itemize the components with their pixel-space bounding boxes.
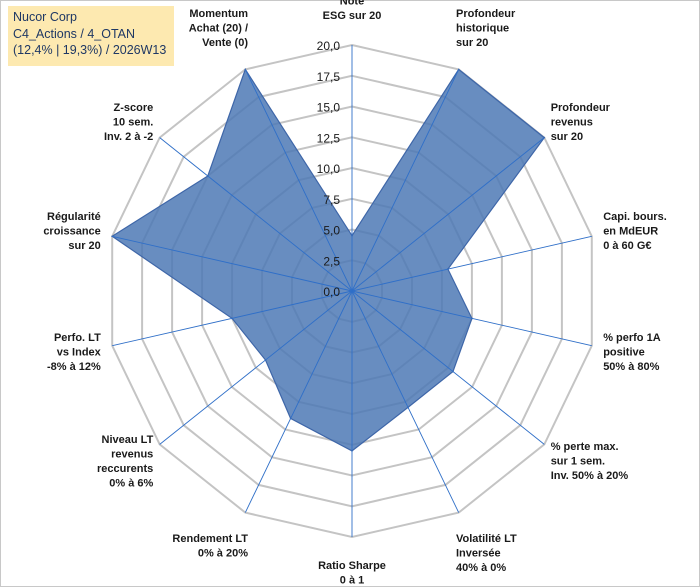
category-label-line: ESG sur 20 <box>323 10 382 22</box>
category-label-line: croissance <box>43 226 100 238</box>
tick-label: 17,5 <box>317 70 341 84</box>
category-label-line: Niveau LT <box>102 434 154 446</box>
tick-label: 7,5 <box>323 193 340 207</box>
category-label: Perfo. LT vs Index -8% à 12% <box>47 332 102 373</box>
category-label-line: vs Index <box>57 347 102 359</box>
category-label-line: 50% à 80% <box>603 361 659 373</box>
category-label-line: 0% à 6% <box>109 477 153 489</box>
category-label: Volatilité LT Inversée 40% à 0% <box>456 533 517 574</box>
title-portfolio: C4_Actions / 4_OTAN <box>13 26 136 41</box>
category-label: Rendement LT 0% à 20% <box>172 533 248 560</box>
category-label-line: sur 20 <box>456 37 488 49</box>
chart-title-box: Nucor Corp C4_Actions / 4_OTAN (12,4% | … <box>8 6 174 66</box>
tick-label: 0,0 <box>323 285 340 299</box>
spoke-line <box>351 235 592 292</box>
category-label-line: Régularité <box>47 211 101 223</box>
category-label-line: 0 à 60 G€ <box>603 240 651 252</box>
category-label: Z-score 10 sem. Inv. 2 à -2 <box>104 102 153 143</box>
category-label-line: en MdEUR <box>603 226 658 238</box>
tick-label: 12,5 <box>317 131 341 145</box>
spoke-line <box>351 290 460 513</box>
category-label-line: reccurents <box>97 463 153 475</box>
category-label-line: revenus <box>111 448 153 460</box>
category-label-line: Volatilité LT <box>456 533 517 545</box>
category-label: % perfo 1A positive 50% à 80% <box>603 332 661 373</box>
category-label-line: Profondeur <box>456 8 516 20</box>
category-labels: Note ESG sur 20 Profondeur historique sur 20… <box>43 0 666 587</box>
spoke-line <box>159 137 353 292</box>
category-label-line: sur 20 <box>551 131 583 143</box>
spoke-line <box>351 137 545 292</box>
category-label-line: Capi. bours. <box>603 211 667 223</box>
category-label: Profondeur revenus sur 20 <box>551 102 611 143</box>
category-label-line: 0 à 1 <box>340 575 364 587</box>
tick-label: 20,0 <box>317 39 341 53</box>
category-label-line: Inv. 50% à 20% <box>551 470 629 482</box>
tick-label: 5,0 <box>323 224 340 238</box>
spoke-line <box>351 290 592 347</box>
category-label-line: % perte max. <box>551 441 619 453</box>
radial-ticks: 0,0 2,5 5,0 7,5 10,0 12,5 15,0 17,5 20,0 <box>317 39 341 299</box>
category-label: Note ESG sur 20 <box>323 0 382 22</box>
category-label: Profondeur historique sur 20 <box>456 8 516 49</box>
category-label-line: Achat (20) / <box>189 22 248 34</box>
spoke-line <box>351 290 545 445</box>
category-label-line: historique <box>456 22 509 34</box>
category-label-line: Vente (0) <box>202 37 248 49</box>
spoke-line <box>112 235 353 292</box>
category-label-line: Momentum <box>189 8 248 20</box>
category-label-line: Profondeur <box>551 102 611 114</box>
tick-label: 10,0 <box>317 162 341 176</box>
category-label: Ratio Sharpe 0 à 1 <box>318 560 386 587</box>
spoke-line <box>159 290 353 445</box>
title-company: Nucor Corp <box>13 10 77 24</box>
title-stats: (12,4% | 19,3%) / 2026W13 <box>13 43 167 57</box>
category-label-line: sur 20 <box>68 240 100 252</box>
tick-label: 2,5 <box>323 254 340 268</box>
category-label-line: % perfo 1A <box>603 332 661 344</box>
category-label-line: Inversée <box>456 548 501 560</box>
tick-label: 15,0 <box>317 101 341 115</box>
category-label-line: positive <box>603 347 645 359</box>
category-label-line: Ratio Sharpe <box>318 560 386 572</box>
category-label-line: revenus <box>551 116 593 128</box>
spoke-line <box>244 69 353 292</box>
category-label-line: Note <box>340 0 364 8</box>
category-label-line: 10 sem. <box>113 116 153 128</box>
category-label-line: sur 1 sem. <box>551 456 605 468</box>
category-label-line: Z-score <box>114 102 154 114</box>
spoke-line <box>351 69 460 292</box>
category-label-line: Perfo. LT <box>54 332 101 344</box>
category-label: Régularité croissance sur 20 <box>43 211 100 252</box>
category-label: % perte max. sur 1 sem. Inv. 50% à 20% <box>551 441 629 482</box>
spoke-line <box>112 290 353 347</box>
spoke-line <box>244 290 353 513</box>
category-label-line: Rendement LT <box>172 533 248 545</box>
category-label-line: -8% à 12% <box>47 361 101 373</box>
category-label-line: 0% à 20% <box>198 548 248 560</box>
category-label-line: 40% à 0% <box>456 562 506 574</box>
radar-spokes <box>112 45 592 537</box>
category-label-line: Inv. 2 à -2 <box>104 131 153 143</box>
category-label: Niveau LT revenus reccurents 0% à 6% <box>97 434 154 490</box>
category-label: Momentum Achat (20) / Vente (0) <box>189 8 249 49</box>
category-label: Capi. bours. en MdEUR 0 à 60 G€ <box>603 211 667 252</box>
